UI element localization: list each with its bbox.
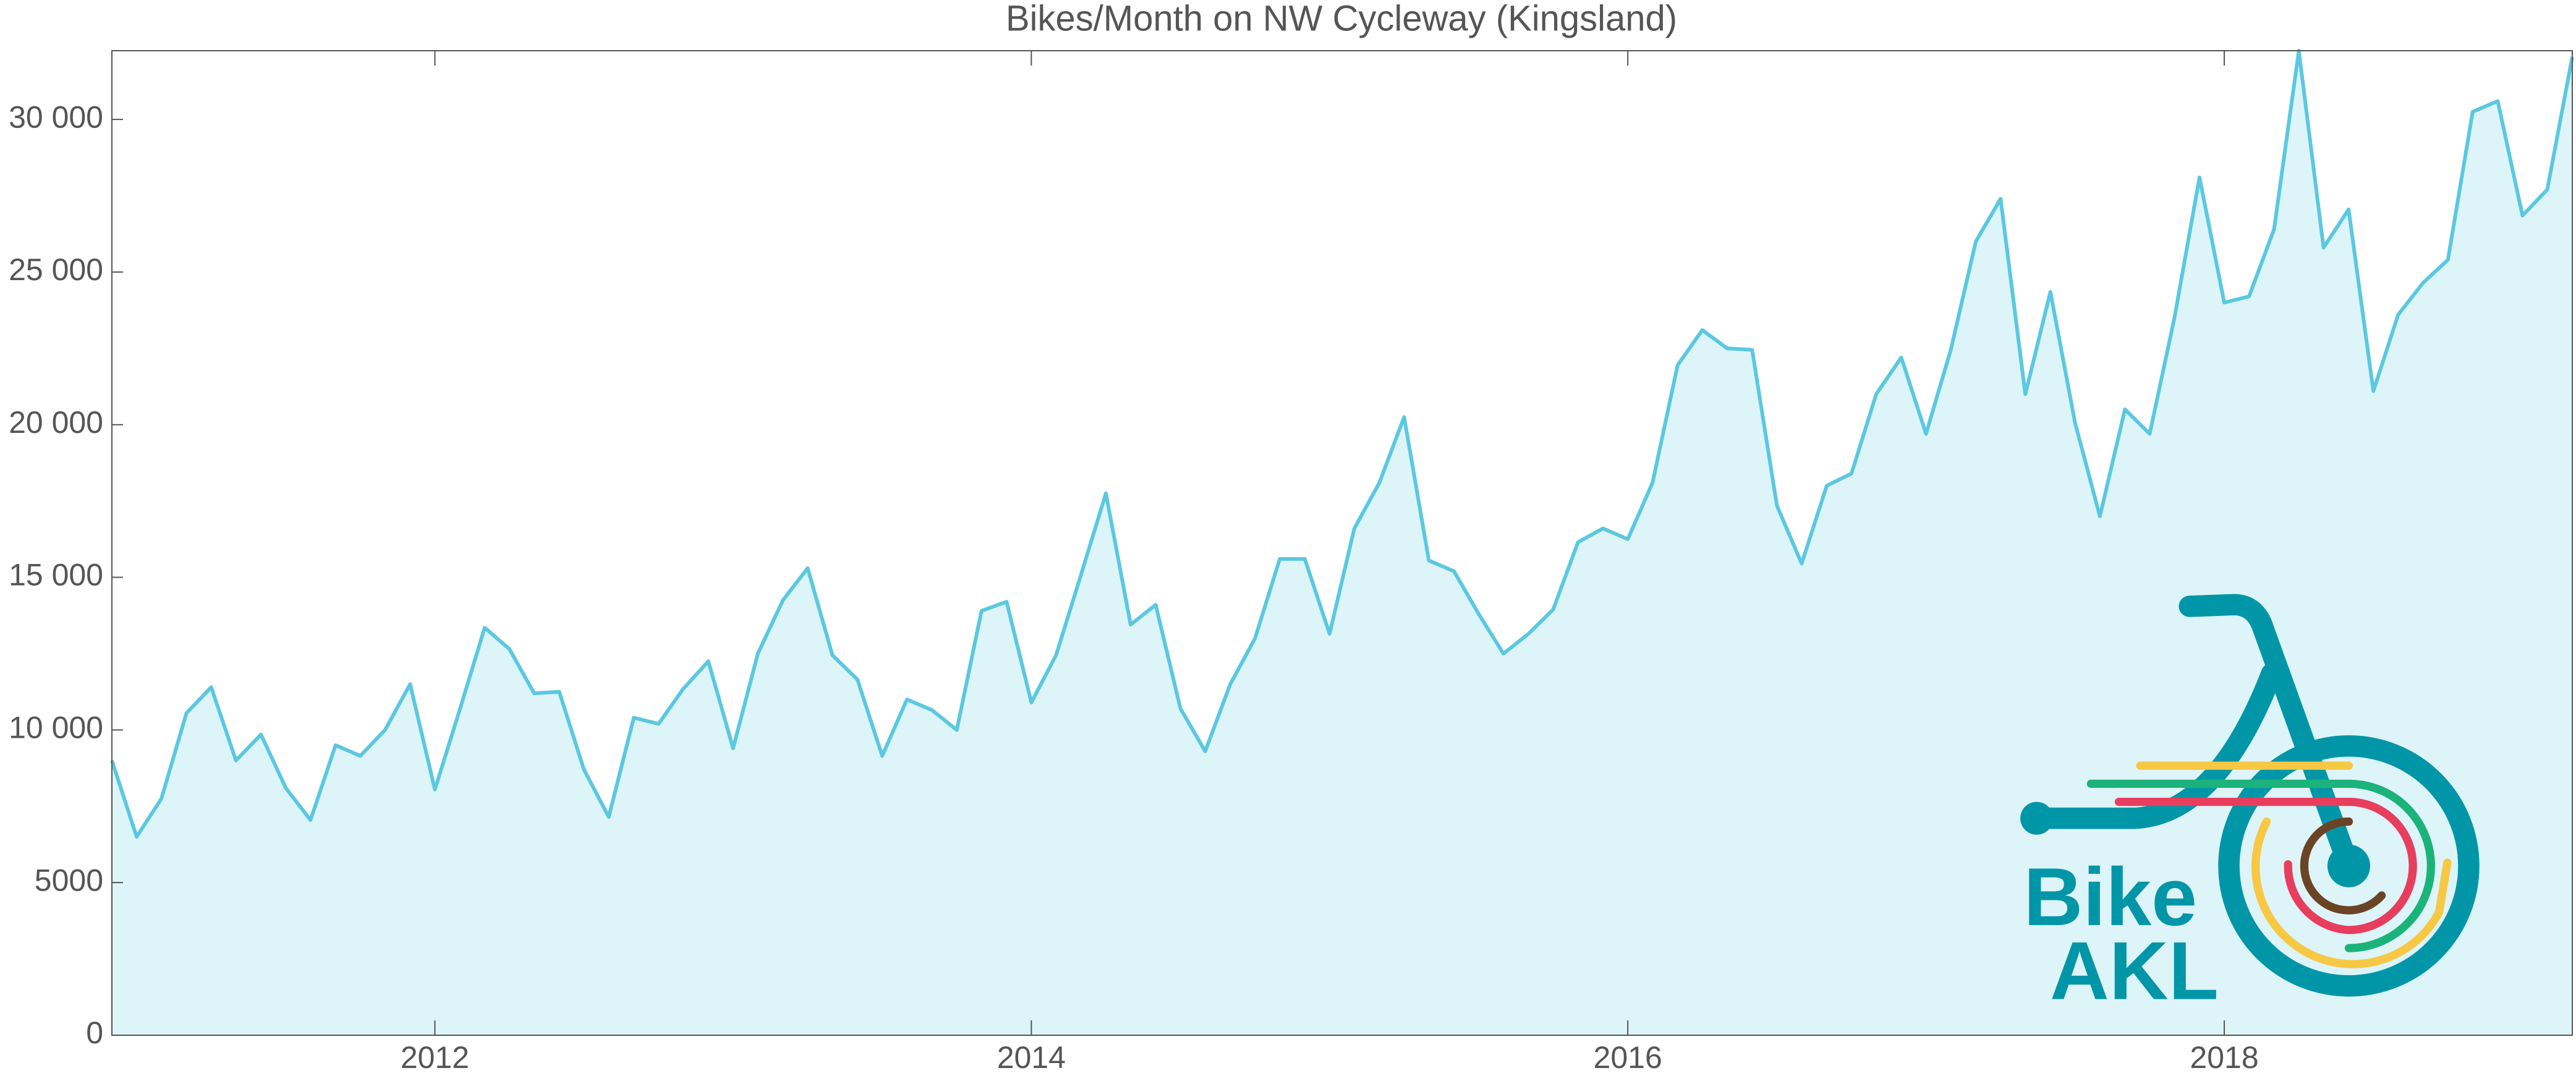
x-tick-label: 2018 [2190, 1040, 2258, 1075]
logo-frame [2179, 594, 2360, 877]
y-tick-label: 10 000 [9, 711, 103, 745]
plot-area: 0 5000 10 000 15 000 20 000 25 000 30 000 2012 2… [9, 49, 2574, 1075]
y-tick-label: 30 000 [9, 100, 103, 134]
y-tick-label: 15 000 [9, 558, 103, 592]
frame [111, 50, 2573, 1036]
x-tick-label: 2014 [997, 1040, 1066, 1075]
logo-stripe [2251, 817, 2452, 968]
line [110, 49, 2574, 839]
logo-wheel [2218, 735, 2480, 997]
y-tick-label: 20 000 [9, 405, 103, 440]
chart-title: Bikes/Month on NW Cycleway (Kingsland) [1006, 0, 1677, 38]
logo-stripe [2114, 797, 2417, 934]
logo-stripe [2086, 779, 2435, 952]
x-tick-label: 2012 [401, 1040, 469, 1075]
x-tick-label: 2016 [1594, 1040, 1662, 1075]
logo-text: Bike [2023, 852, 2197, 943]
logo-dot [2020, 801, 2054, 835]
area [112, 51, 2572, 1035]
y-tick-label: 5000 [35, 863, 103, 897]
y-tick-label: 0 [86, 1015, 103, 1050]
y-tick-label: 25 000 [9, 252, 103, 287]
logo: Bike AKL [2020, 594, 2480, 1017]
logo-stripe [2300, 817, 2386, 915]
logo-text: AKL [2050, 925, 2219, 1017]
